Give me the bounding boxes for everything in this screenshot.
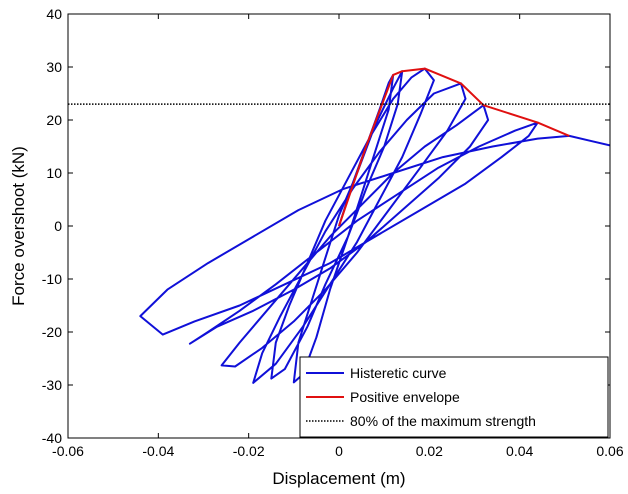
x-tick-label: 0 [335, 443, 343, 459]
x-tick-label: 0.06 [596, 443, 623, 459]
y-tick-label: -30 [42, 377, 62, 393]
x-tick-label: -0.04 [142, 443, 174, 459]
y-tick-label: -20 [42, 324, 62, 340]
y-tick-label: 30 [46, 59, 62, 75]
series-positive-envelope [338, 67, 570, 227]
series-layer [68, 67, 610, 384]
y-tick-label: -10 [42, 271, 62, 287]
y-tick-label: 20 [46, 112, 62, 128]
x-tick-label: -0.06 [52, 443, 84, 459]
legend-label-envelope: Positive envelope [350, 389, 460, 405]
legend-label-hysteretic: Histeretic curve [350, 365, 447, 381]
y-tick-label: 10 [46, 165, 62, 181]
y-tick-label: 40 [46, 6, 62, 22]
x-tick-label: 0.04 [506, 443, 533, 459]
y-axis-title: Force overshoot (kN) [9, 146, 28, 306]
legend-label-80pct: 80% of the maximum strength [350, 413, 536, 429]
x-tick-label: 0.02 [416, 443, 443, 459]
x-tick-label: -0.02 [233, 443, 265, 459]
y-tick-label: 0 [54, 218, 62, 234]
ticks-layer: -0.06 -0.04 -0.02 0 0.02 0.04 0.06 -40 -30 -20 -10… [42, 6, 624, 459]
legend-box [299, 356, 609, 438]
legend: Histeretic curve Positive envelope 80% o… [299, 356, 609, 438]
y-tick-label: -40 [42, 430, 62, 446]
x-axis-title: Displacement (m) [272, 469, 405, 488]
series-hysteretic-curve [139, 67, 610, 384]
